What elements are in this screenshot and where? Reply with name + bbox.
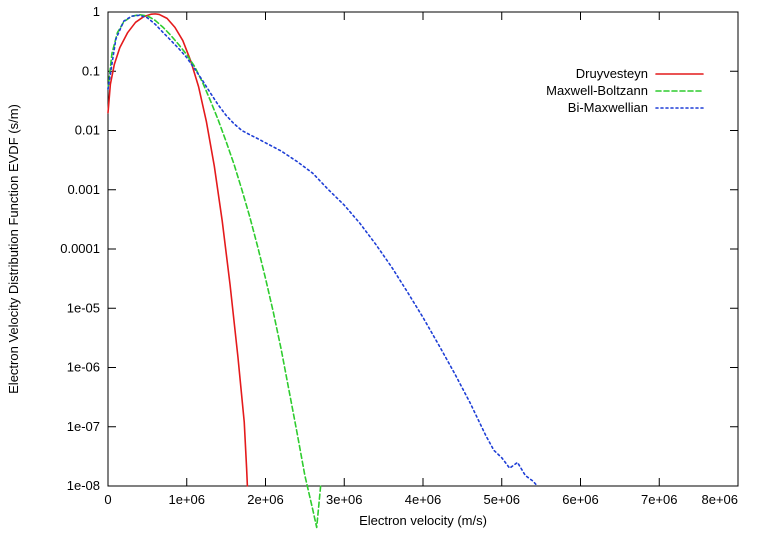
x-axis-title: Electron velocity (m/s)	[359, 513, 487, 528]
y-tick-label: 0.1	[82, 63, 100, 78]
y-tick-label: 0.0001	[60, 241, 100, 256]
x-tick-label: 1e+06	[168, 492, 205, 507]
x-tick-label: 6e+06	[562, 492, 599, 507]
x-axis-ticks: 0 1e+06 2e+06 3e+06 4e+06 5e+06 6e+06 7e+06 8e+0…	[104, 12, 739, 507]
legend-label-bi-maxwellian: Bi-Maxwellian	[568, 100, 648, 115]
y-tick-label: 0.01	[75, 123, 100, 138]
x-tick-label: 5e+06	[483, 492, 520, 507]
x-tick-label: 8e+06	[701, 492, 738, 507]
legend-label-maxwell-boltzann: Maxwell-Boltzann	[546, 83, 648, 98]
x-tick-label: 3e+06	[326, 492, 363, 507]
x-tick-label: 7e+06	[641, 492, 678, 507]
x-tick-label: 4e+06	[405, 492, 442, 507]
y-tick-label: 1e-06	[67, 360, 100, 375]
y-axis-title: Electron Velocity Distribution Function …	[6, 104, 21, 394]
x-tick-label: 0	[104, 492, 111, 507]
y-tick-label: 1	[93, 4, 100, 19]
x-tick-label: 2e+06	[247, 492, 284, 507]
y-tick-label: 1e-07	[67, 419, 100, 434]
y-tick-label: 1e-05	[67, 300, 100, 315]
series-line-bi-maxwellian	[107, 14, 538, 487]
series-lines	[107, 13, 538, 529]
legend: Druyvesteyn Maxwell-Boltzann Bi-Maxwellian	[546, 66, 704, 115]
legend-label-druyvesteyn: Druyvesteyn	[576, 66, 648, 81]
y-axis-ticks: 1 0.1 0.01 0.001 0.0001 1e-05 1e-06 1e-07 1e-08	[60, 4, 738, 493]
series-line-druyvesteyn	[107, 13, 249, 487]
y-tick-label: 0.001	[67, 182, 100, 197]
y-tick-label: 1e-08	[67, 478, 100, 493]
series-line-maxwell-boltzann	[107, 13, 322, 529]
